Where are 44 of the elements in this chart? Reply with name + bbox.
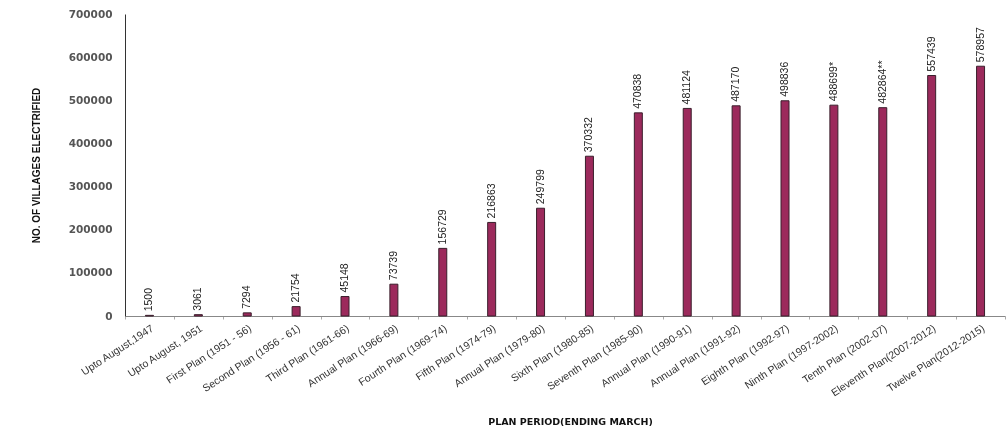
bar — [584, 155, 594, 317]
data-label: 578957 — [973, 27, 986, 63]
y-tick-label: 400000 — [68, 136, 113, 149]
data-label: 249799 — [533, 169, 546, 205]
data-label: 21754 — [289, 273, 302, 303]
data-label: 73739 — [386, 250, 399, 281]
y-tick-label: 700000 — [68, 7, 113, 20]
bar — [878, 107, 888, 317]
bar — [682, 107, 692, 317]
data-label: 470838 — [631, 73, 644, 109]
y-tick-label: 100000 — [68, 266, 113, 279]
data-label: 1500 — [142, 287, 155, 312]
y-tick-label: 600000 — [68, 50, 113, 63]
data-label: 482864** — [875, 60, 888, 104]
bar — [487, 221, 497, 317]
data-label: 45148 — [338, 263, 350, 293]
y-tick-label: 500000 — [68, 93, 113, 106]
bar — [438, 247, 448, 317]
y-tick-label: 300000 — [68, 180, 113, 193]
data-label: 481124 — [680, 70, 693, 105]
bar — [536, 207, 546, 317]
bar — [242, 312, 252, 317]
y-tick-label: 0 — [105, 309, 113, 322]
data-label: 3061 — [191, 287, 204, 311]
bar — [340, 296, 350, 317]
data-label: 557439 — [924, 36, 937, 72]
data-label: 488699* — [826, 62, 839, 102]
data-label: 7294 — [240, 285, 253, 309]
y-axis-title: NO. OF VILLAGES ELECTRIFIED — [30, 87, 42, 244]
bar — [291, 306, 301, 317]
bar — [633, 112, 643, 317]
bar — [389, 283, 399, 317]
data-label: 370332 — [582, 117, 595, 153]
bar — [731, 105, 741, 317]
data-label: 498836 — [778, 61, 790, 97]
bar — [780, 100, 790, 317]
bar — [976, 65, 986, 317]
bar — [927, 75, 937, 317]
data-label: 216863 — [484, 183, 497, 219]
y-tick-label: 200000 — [68, 223, 113, 236]
data-label: 487170 — [729, 66, 742, 102]
data-label: 156729 — [435, 209, 448, 245]
x-axis-title: PLAN PERIOD(ENDING MARCH) — [488, 415, 653, 427]
bar — [829, 104, 839, 317]
